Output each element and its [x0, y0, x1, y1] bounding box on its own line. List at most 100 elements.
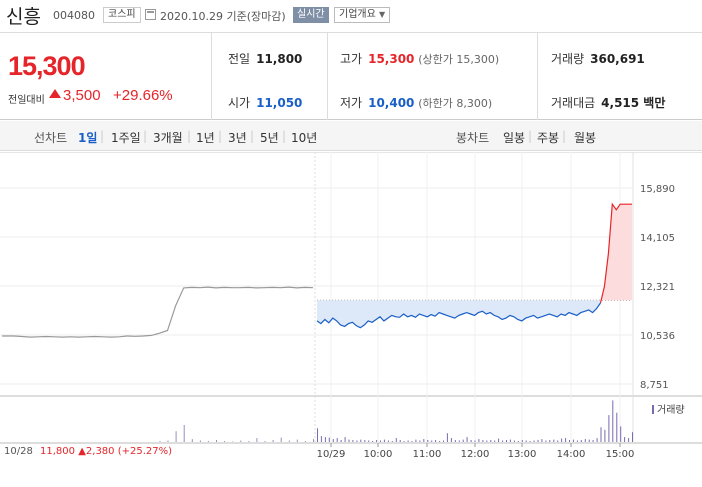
volume-bar: [458, 440, 460, 442]
open-label: 시가: [228, 96, 251, 110]
price-chart-area: 15,890 14,105 12,321 10,536 8,751 10/29 10:00 1…: [0, 151, 702, 483]
tab-1day[interactable]: 1일: [78, 131, 98, 145]
x-tick-label: 12:00: [461, 449, 490, 460]
volume-bar: [533, 440, 535, 442]
trade-amount: 거래대금 4,515 백만: [551, 94, 665, 111]
line-chart-label: 선차트: [34, 131, 68, 145]
volume-bar: [466, 437, 468, 442]
prev-close-value: 11,800: [256, 52, 303, 66]
volume-bar: [411, 441, 413, 442]
separator: |: [143, 129, 148, 143]
volume-bar: [608, 415, 610, 442]
separator: |: [250, 129, 255, 143]
volume-legend-label: 거래량: [657, 404, 685, 416]
lower-limit: (하한가 8,300): [418, 97, 493, 110]
volume-bar: [340, 440, 342, 442]
trade-amount-label: 거래대금: [551, 96, 596, 110]
volume-bar: [490, 440, 492, 442]
prev-day-percent: (+25.27%): [117, 446, 173, 457]
realtime-button[interactable]: 실시간: [293, 7, 329, 23]
prev-day-change: 2,380: [85, 446, 115, 457]
volume-bar: [553, 439, 555, 442]
volume-bar: [383, 439, 385, 442]
volume-bar: [620, 426, 622, 442]
volume-bar: [320, 436, 322, 442]
volume-bar: [328, 437, 330, 442]
volume-bar: [403, 441, 405, 442]
volume-bar: [391, 441, 393, 442]
tab-5year[interactable]: 5년: [260, 131, 279, 145]
separator: |: [218, 129, 223, 143]
y-tick-label: 14,105: [640, 233, 675, 244]
tab-daily-candle[interactable]: 일봉: [503, 131, 526, 145]
volume-bar: [224, 441, 226, 442]
x-tick-label: 14:00: [557, 449, 586, 460]
volume-bar: [584, 439, 586, 442]
change-label: 전일대비: [8, 95, 45, 106]
tab-1year[interactable]: 1년: [196, 131, 215, 145]
volume-bar: [387, 440, 389, 442]
price-chart: 15,890 14,105 12,321 10,536 8,751 10/29 10:00 1…: [0, 151, 702, 460]
volume-bar: [624, 437, 626, 442]
volume-bar: [482, 440, 484, 442]
volume-bar: [529, 441, 531, 442]
today-series-line-down: [316, 302, 601, 329]
tab-1week[interactable]: 1주일: [111, 131, 141, 145]
volume-bar: [407, 440, 409, 442]
high-price: 고가 15,300 (상한가 15,300): [340, 50, 499, 67]
below-reference-fill: [317, 300, 601, 328]
volume-bar: [509, 439, 511, 442]
volume-bar: [352, 440, 354, 442]
volume-bar: [288, 440, 290, 442]
market-badge: 코스피: [103, 7, 141, 23]
volume-bar: [364, 440, 366, 442]
volume-bar: [513, 440, 515, 442]
volume-bar: [580, 440, 582, 442]
volume-bar: [462, 439, 464, 442]
volume-bar: [588, 439, 590, 442]
divider: [327, 33, 328, 120]
volume-bar: [423, 439, 425, 442]
volume-bar: [612, 400, 614, 442]
volume-bar: [296, 439, 298, 442]
x-tick-label: 15:00: [606, 449, 635, 460]
prev-day-series-line: [2, 286, 314, 338]
stock-header: 신흥 004080 코스피 2020.10.29 기준(장마감) 실시간 기업개…: [0, 0, 702, 30]
tab-3month[interactable]: 3개월: [153, 131, 183, 145]
divider: [537, 33, 538, 120]
volume-bar: [435, 440, 437, 442]
tab-3year[interactable]: 3년: [228, 131, 247, 145]
y-tick-label: 15,890: [640, 184, 675, 195]
current-price: 15,300: [8, 51, 86, 81]
tab-monthly-candle[interactable]: 월봉: [574, 131, 597, 145]
candle-chart-label: 봉차트: [456, 131, 490, 145]
volume-label: 거래량: [551, 52, 585, 66]
y-tick-label: 8,751: [640, 380, 669, 391]
volume-bar: [600, 427, 602, 442]
volume-bar: [443, 440, 444, 442]
volume-legend-swatch: [652, 405, 654, 414]
volume-bar: [498, 438, 500, 442]
volume-bar: [336, 438, 338, 442]
volume-bar: [470, 440, 472, 442]
trade-amount-value: 4,515 백만: [601, 96, 666, 110]
x-tick-label: 10/29: [317, 449, 346, 460]
volume-bar: [356, 440, 358, 442]
volume-bar: [486, 440, 488, 442]
volume-bar: [264, 441, 266, 442]
tab-weekly-candle[interactable]: 주봉: [537, 131, 560, 145]
prev-day-close: 11,800: [40, 446, 76, 457]
tab-10year[interactable]: 10년: [291, 131, 318, 145]
volume-bar: [446, 433, 448, 442]
change-amount: 3,500: [63, 87, 101, 104]
volume-bar: [348, 439, 350, 442]
low-price: 저가 10,400 (하한가 8,300): [340, 94, 492, 111]
volume-bar: [415, 439, 417, 442]
company-overview-button[interactable]: 기업개요 ▼: [334, 7, 391, 23]
separator: |: [187, 129, 192, 143]
separator: |: [562, 129, 567, 143]
calendar-icon: [145, 9, 156, 20]
volume-bar: [506, 440, 507, 442]
chevron-down-icon: ▼: [379, 10, 386, 19]
volume-bar: [232, 441, 234, 442]
